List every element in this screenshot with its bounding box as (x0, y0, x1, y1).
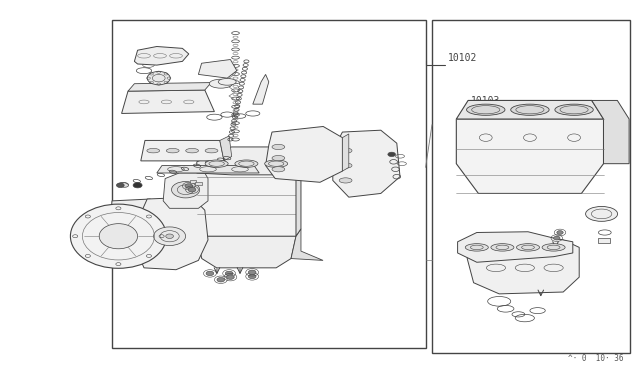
Polygon shape (198, 60, 237, 78)
Polygon shape (197, 147, 301, 175)
Polygon shape (592, 100, 629, 164)
Circle shape (188, 187, 196, 192)
Polygon shape (138, 197, 208, 270)
Ellipse shape (265, 160, 287, 167)
Polygon shape (141, 141, 224, 161)
Polygon shape (342, 134, 349, 171)
Circle shape (154, 227, 186, 246)
Circle shape (206, 271, 214, 276)
Polygon shape (456, 119, 604, 193)
Polygon shape (128, 83, 211, 91)
Ellipse shape (272, 144, 285, 150)
Ellipse shape (542, 244, 565, 251)
Polygon shape (296, 162, 301, 236)
Circle shape (225, 271, 233, 276)
Polygon shape (456, 100, 604, 119)
Ellipse shape (467, 104, 505, 115)
Bar (190, 180, 196, 183)
Ellipse shape (339, 148, 352, 153)
Polygon shape (458, 232, 573, 262)
Ellipse shape (147, 148, 160, 153)
Text: 10103: 10103 (470, 96, 500, 106)
Circle shape (388, 152, 396, 157)
Ellipse shape (555, 104, 593, 115)
Ellipse shape (465, 244, 488, 251)
Ellipse shape (209, 79, 232, 88)
Circle shape (554, 236, 560, 240)
Text: 10102: 10102 (448, 53, 477, 63)
Ellipse shape (511, 104, 549, 115)
Ellipse shape (186, 148, 198, 153)
Polygon shape (253, 74, 269, 104)
Circle shape (248, 270, 256, 275)
Polygon shape (134, 46, 189, 65)
Ellipse shape (516, 244, 540, 251)
Circle shape (116, 183, 124, 187)
Polygon shape (197, 236, 296, 268)
Ellipse shape (205, 148, 218, 153)
Polygon shape (220, 136, 232, 161)
Circle shape (557, 231, 563, 234)
Ellipse shape (339, 163, 352, 168)
Circle shape (172, 182, 200, 198)
Ellipse shape (272, 155, 285, 161)
Ellipse shape (491, 244, 514, 251)
Ellipse shape (586, 206, 618, 221)
Polygon shape (333, 130, 400, 197)
Circle shape (133, 183, 142, 188)
Ellipse shape (118, 183, 129, 187)
Polygon shape (109, 199, 154, 262)
Circle shape (185, 184, 193, 188)
Bar (432, 20, 630, 353)
Circle shape (217, 278, 225, 282)
Text: ^· 0  10· 36: ^· 0 10· 36 (568, 354, 624, 363)
Ellipse shape (339, 178, 352, 183)
Ellipse shape (218, 78, 236, 85)
Polygon shape (122, 90, 214, 113)
Ellipse shape (166, 148, 179, 153)
Polygon shape (291, 229, 323, 260)
Circle shape (166, 234, 173, 238)
Polygon shape (197, 169, 296, 236)
Ellipse shape (205, 160, 228, 167)
Ellipse shape (235, 160, 258, 167)
Ellipse shape (99, 224, 138, 249)
Polygon shape (157, 166, 259, 173)
Polygon shape (163, 173, 208, 208)
Ellipse shape (70, 204, 166, 268)
Polygon shape (266, 126, 342, 182)
Polygon shape (467, 240, 579, 294)
Ellipse shape (272, 167, 285, 172)
Circle shape (248, 274, 256, 279)
Bar (598, 238, 610, 243)
Circle shape (227, 275, 234, 279)
Bar (195, 182, 202, 185)
Bar (112, 20, 426, 348)
Circle shape (147, 71, 170, 85)
